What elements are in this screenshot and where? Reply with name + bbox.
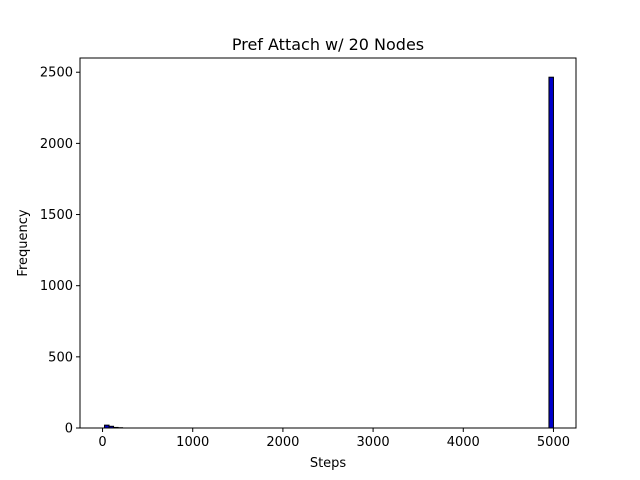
plot-area-frame: [79, 57, 577, 429]
chart-title: Pref Attach w/ 20 Nodes: [232, 35, 424, 54]
x-tick-label-4: 4000: [447, 435, 480, 450]
x-tick-label-5: 5000: [537, 435, 570, 450]
y-tick-label-5: 2500: [40, 66, 73, 81]
x-axis-label: Steps: [310, 456, 347, 471]
y-tick-label-1: 500: [48, 350, 73, 365]
y-axis-ticks: 0 500 1000 1500 2000 2500: [40, 66, 80, 437]
bars-layer: [104, 76, 554, 429]
x-axis-ticks: 0 1000 2000 3000 4000 5000: [98, 428, 570, 450]
y-tick-label-3: 1500: [40, 208, 73, 223]
x-tick-label-1: 1000: [176, 435, 209, 450]
y-tick-label-2: 1000: [40, 279, 73, 294]
y-tick-label-4: 2000: [40, 137, 73, 152]
histogram-bar-4: [548, 76, 554, 429]
y-tick-label-0: 0: [65, 422, 73, 437]
x-tick-label-0: 0: [98, 435, 106, 450]
x-tick-label-3: 3000: [357, 435, 390, 450]
y-axis-label: Frequency: [16, 209, 31, 276]
x-tick-label-2: 2000: [266, 435, 299, 450]
